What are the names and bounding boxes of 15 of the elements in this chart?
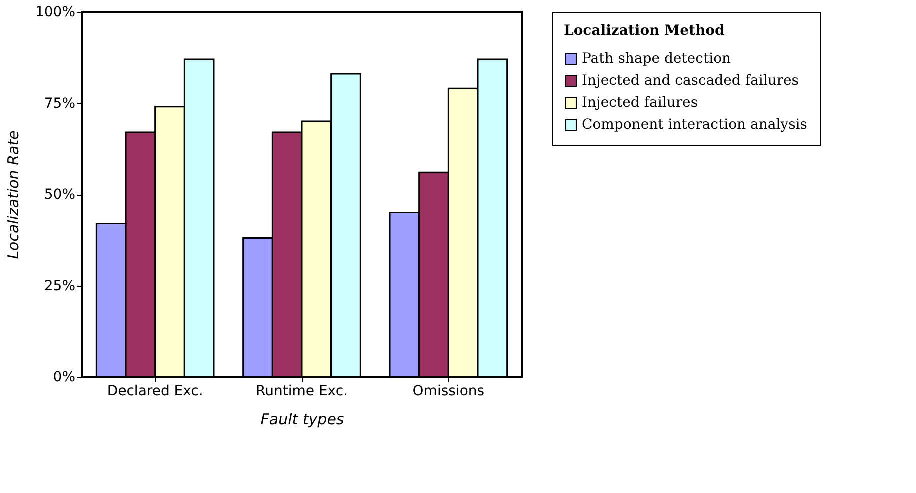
y-tick-label: 50% bbox=[44, 187, 76, 203]
y-axis-title: Localization Rate bbox=[4, 130, 22, 260]
legend-label: Path shape detection bbox=[582, 51, 732, 67]
y-tick-label: 25% bbox=[44, 278, 76, 294]
x-tick-label: Runtime Exc. bbox=[256, 384, 348, 400]
legend-label: Component interaction analysis bbox=[582, 117, 808, 133]
x-tick-label: Declared Exc. bbox=[107, 384, 204, 400]
legend-label: Injected failures bbox=[582, 95, 698, 111]
x-axis-title: Fault types bbox=[260, 410, 344, 428]
legend-label: Injected and cascaded failures bbox=[582, 73, 799, 89]
y-tick-label: 0% bbox=[53, 370, 76, 386]
y-tick-label: 100% bbox=[35, 4, 76, 20]
x-tick-label: Omissions bbox=[412, 384, 485, 400]
legend-title: Localization Method bbox=[564, 23, 725, 39]
y-tick-label: 75% bbox=[44, 96, 76, 112]
